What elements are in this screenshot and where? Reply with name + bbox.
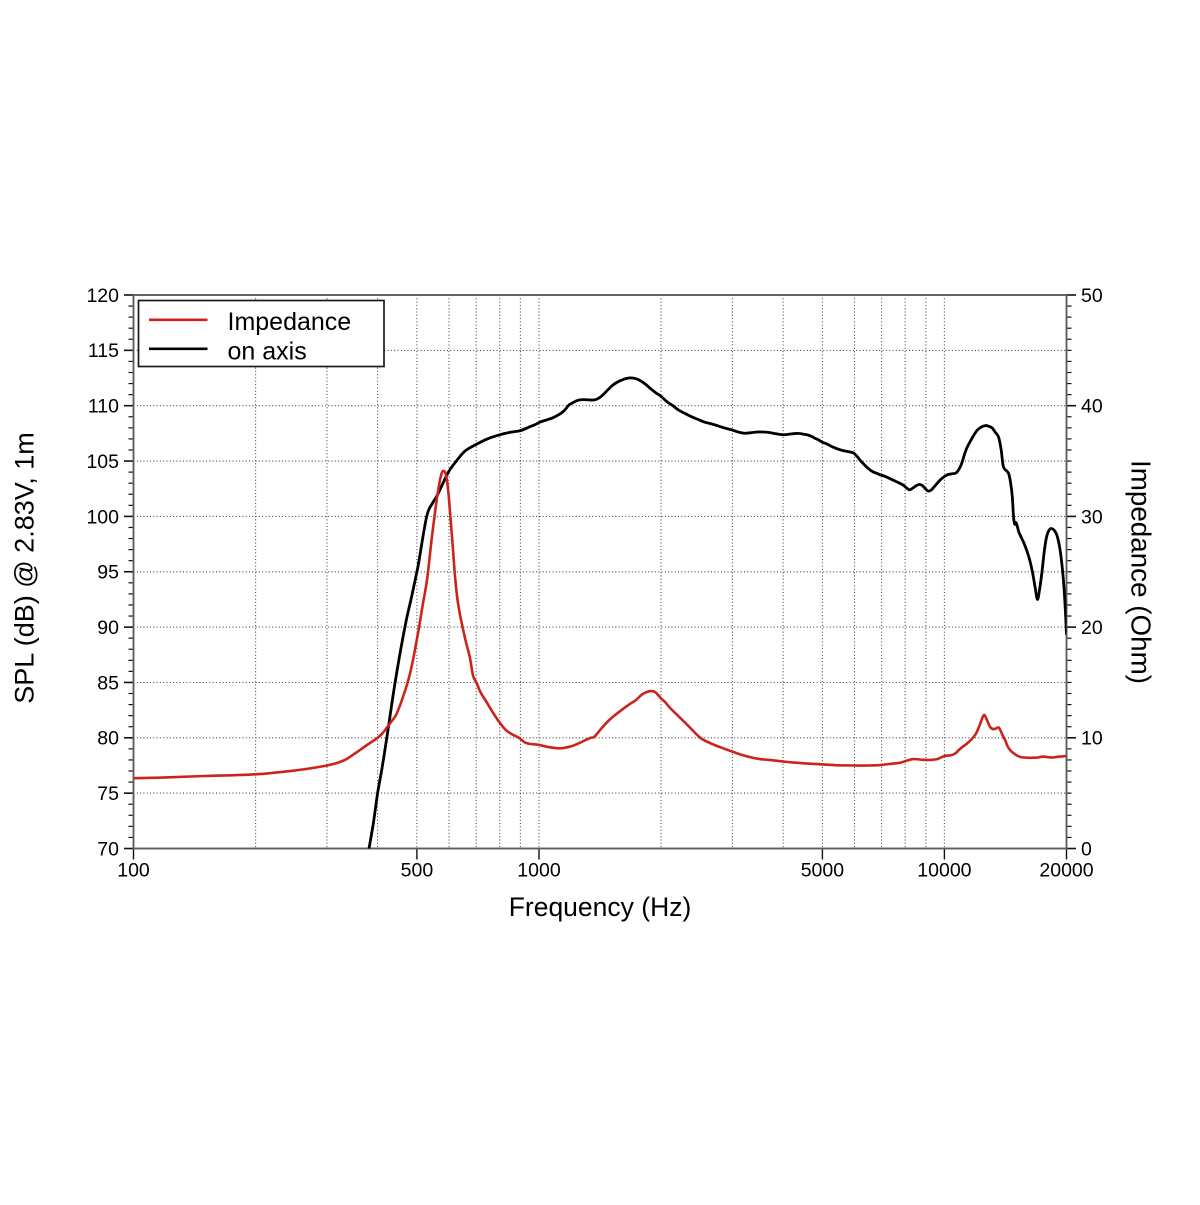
svg-text:on axis: on axis <box>228 338 307 366</box>
svg-text:40: 40 <box>1081 396 1103 418</box>
svg-text:Frequency (Hz): Frequency (Hz) <box>509 892 692 922</box>
svg-text:20: 20 <box>1081 617 1103 639</box>
svg-text:100: 100 <box>86 506 119 528</box>
svg-text:120: 120 <box>86 285 119 307</box>
svg-text:70: 70 <box>97 838 119 860</box>
svg-text:75: 75 <box>97 783 119 805</box>
svg-text:0: 0 <box>1081 838 1092 860</box>
svg-text:50: 50 <box>1081 285 1103 307</box>
svg-text:110: 110 <box>88 396 119 418</box>
svg-text:10: 10 <box>1081 728 1103 750</box>
svg-text:80: 80 <box>97 728 119 750</box>
svg-text:95: 95 <box>97 562 119 584</box>
svg-text:115: 115 <box>88 340 119 362</box>
svg-text:500: 500 <box>401 859 434 881</box>
svg-text:100: 100 <box>117 859 150 881</box>
svg-text:Impedance: Impedance <box>228 308 352 336</box>
svg-text:20000: 20000 <box>1039 859 1093 881</box>
svg-text:105: 105 <box>86 451 119 473</box>
svg-text:SPL (dB) @ 2.83V, 1m: SPL (dB) @ 2.83V, 1m <box>10 432 40 704</box>
svg-text:Impedance (Ohm): Impedance (Ohm) <box>1126 460 1157 684</box>
svg-text:5000: 5000 <box>801 859 845 881</box>
svg-text:10000: 10000 <box>917 859 971 881</box>
svg-text:1000: 1000 <box>517 859 561 881</box>
svg-text:85: 85 <box>97 672 119 694</box>
svg-text:30: 30 <box>1081 506 1103 528</box>
svg-text:90: 90 <box>97 617 119 639</box>
